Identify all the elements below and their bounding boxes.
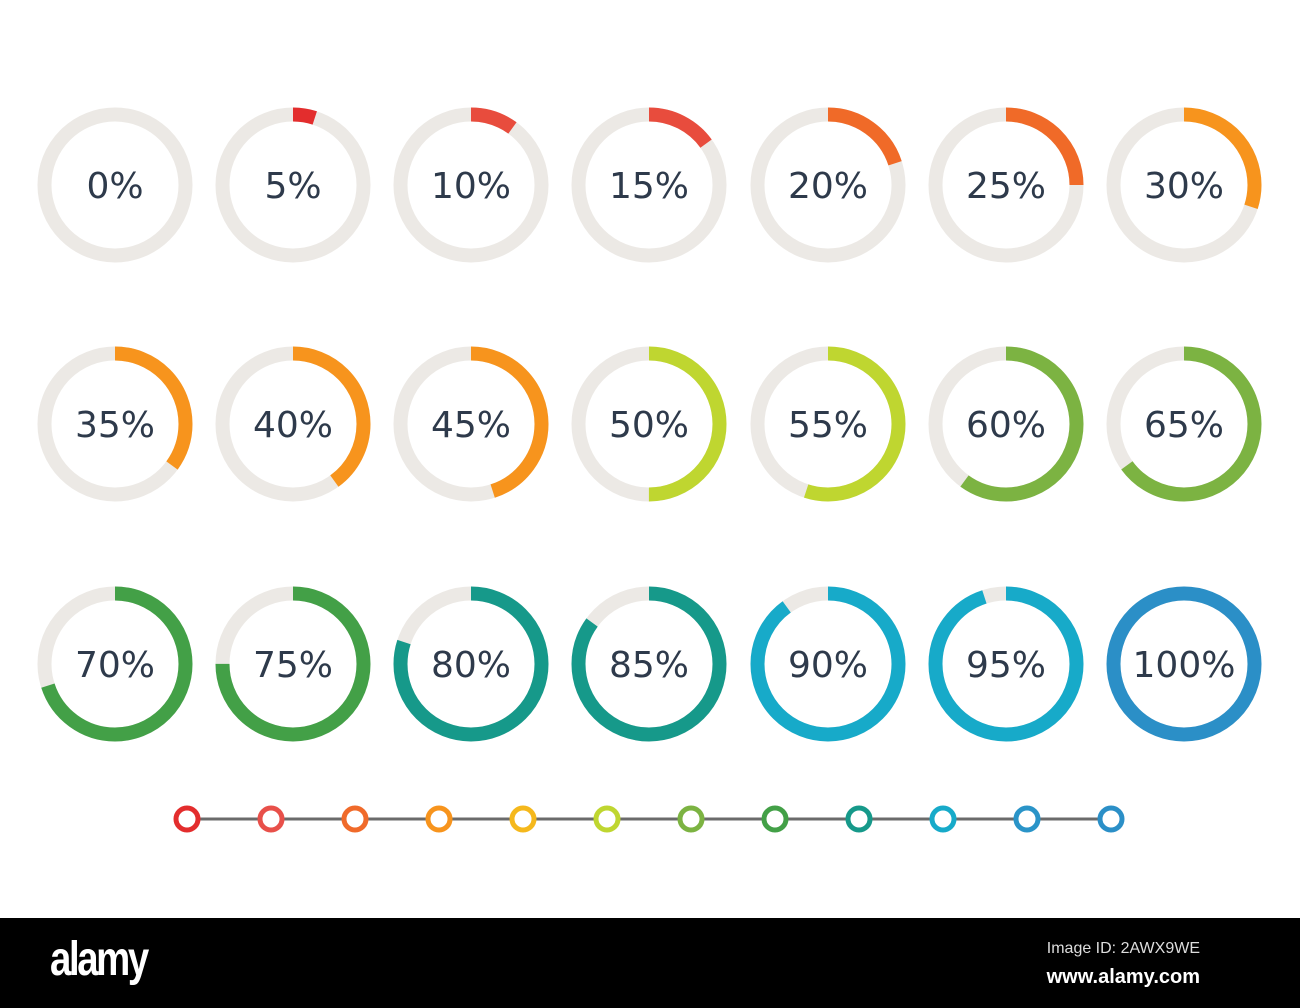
ring-percent-label: 0% bbox=[86, 166, 143, 207]
ring-percent-label: 10% bbox=[431, 166, 511, 207]
ring-percent-label: 90% bbox=[788, 645, 868, 686]
ring-progress-arc bbox=[215, 107, 371, 263]
timeline-dot bbox=[509, 805, 537, 833]
ring-progress-arc bbox=[750, 107, 906, 263]
ring-percent-label: 35% bbox=[75, 405, 155, 446]
ring-percent-label: 15% bbox=[609, 166, 689, 207]
timeline-dot bbox=[761, 805, 789, 833]
site-url: www.alamy.com bbox=[1046, 966, 1200, 988]
timeline-dot bbox=[1013, 805, 1041, 833]
timeline-dot bbox=[341, 805, 369, 833]
timeline-dot bbox=[257, 805, 285, 833]
ring-percent-label: 75% bbox=[253, 645, 333, 686]
ring-percent-label: 100% bbox=[1133, 645, 1236, 686]
ring-percent-label: 85% bbox=[609, 645, 689, 686]
ring-progress-arc bbox=[571, 346, 727, 502]
progress-rings-chart: 0% 5% 10% 15% 20% 25% 30% 35% 40% 45% 50% 55% 60% 65%… bbox=[37, 107, 1262, 833]
ring-progress-arc bbox=[37, 586, 193, 742]
ring-progress-arc bbox=[571, 586, 727, 742]
timeline-dot bbox=[425, 805, 453, 833]
timeline-dot bbox=[677, 805, 705, 833]
ring-progress-arc bbox=[393, 586, 549, 742]
ring-progress-arc bbox=[393, 346, 549, 502]
ring-progress-arc bbox=[750, 586, 906, 742]
ring-percent-label: 80% bbox=[431, 645, 511, 686]
ring-percent-label: 45% bbox=[431, 405, 511, 446]
timeline-dot bbox=[593, 805, 621, 833]
image-id: Image ID: 2AWX9WE bbox=[1046, 940, 1200, 957]
ring-percent-label: 5% bbox=[264, 166, 321, 207]
timeline-dot bbox=[845, 805, 873, 833]
ring-percent-label: 65% bbox=[1144, 405, 1224, 446]
ring-percent-label: 60% bbox=[966, 405, 1046, 446]
ring-progress-arc bbox=[37, 346, 193, 502]
ring-progress-arc bbox=[1106, 346, 1262, 502]
ring-percent-label: 50% bbox=[609, 405, 689, 446]
ring-progress-arc bbox=[1106, 586, 1262, 742]
ring-progress-arc bbox=[393, 107, 549, 263]
alamy-logo: alamy bbox=[50, 933, 149, 986]
ring-percent-label: 30% bbox=[1144, 166, 1224, 207]
ring-percent-label: 40% bbox=[253, 405, 333, 446]
ring-progress-arc bbox=[571, 107, 727, 263]
ring-progress-arc bbox=[750, 346, 906, 502]
ring-percent-label: 25% bbox=[966, 166, 1046, 207]
ring-track bbox=[37, 107, 193, 263]
timeline-dot bbox=[173, 805, 201, 833]
ring-progress-arc bbox=[215, 586, 371, 742]
ring-progress-arc bbox=[928, 107, 1084, 263]
ring-progress-arc bbox=[928, 346, 1084, 502]
ring-progress-arc bbox=[1106, 107, 1262, 263]
timeline-dot bbox=[929, 805, 957, 833]
stock-footer: alamy Image ID: 2AWX9WE www.alamy.com bbox=[0, 918, 1300, 1008]
timeline-dot bbox=[1097, 805, 1125, 833]
ring-percent-label: 70% bbox=[75, 645, 155, 686]
ring-progress-arc bbox=[215, 346, 371, 502]
ring-percent-label: 55% bbox=[788, 405, 868, 446]
ring-percent-label: 20% bbox=[788, 166, 868, 207]
ring-percent-label: 95% bbox=[966, 645, 1046, 686]
ring-progress-arc bbox=[928, 586, 1084, 742]
